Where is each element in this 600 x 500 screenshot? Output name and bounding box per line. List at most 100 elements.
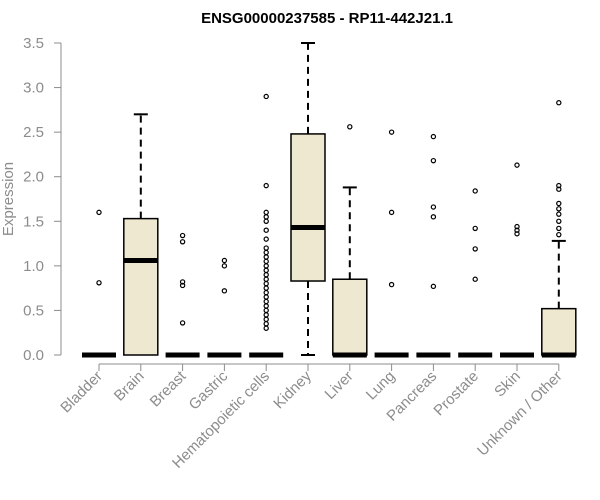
outlier-point [556, 186, 562, 192]
y-tick-label: 3.5 [23, 35, 44, 52]
outlier-point [221, 257, 228, 264]
x-tick-label: Prostate [430, 368, 482, 420]
y-tick-label: 1.0 [23, 258, 44, 275]
box [290, 133, 326, 282]
outlier-point [263, 267, 269, 274]
outlier-point [556, 100, 562, 106]
box-group [332, 124, 368, 358]
outlier-point [263, 209, 269, 216]
box-group [165, 232, 200, 358]
y-axis-label: Expression [0, 162, 17, 236]
outlier-point [263, 285, 269, 291]
outlier-point [263, 312, 269, 318]
chart-title: ENSG00000237585 - RP11-442J21.1 [201, 10, 453, 27]
outlier-point [263, 316, 269, 323]
outlier-point [472, 246, 478, 252]
box-group [374, 129, 409, 358]
outlier-point [263, 263, 269, 269]
outlier-point [556, 200, 562, 207]
outlier-point [430, 133, 437, 140]
box-group [500, 162, 534, 358]
outlier-point [263, 280, 269, 287]
outlier-point [263, 254, 269, 260]
outlier-point [388, 129, 395, 135]
outlier-point [263, 298, 269, 305]
outlier-point [263, 236, 269, 242]
outlier-point [514, 231, 520, 237]
outlier-point [263, 294, 269, 300]
box-group [123, 113, 159, 356]
box-group [416, 133, 451, 358]
x-tick-label: Brain [111, 368, 148, 405]
outlier-point [263, 218, 269, 224]
outlier-point [263, 325, 269, 331]
box-group [541, 100, 577, 358]
outlier-point [430, 157, 437, 164]
y-tick-label: 1.5 [23, 213, 44, 230]
outlier-point [556, 182, 562, 189]
outlier-point [388, 281, 395, 288]
outlier-point [263, 214, 269, 220]
outlier-point [263, 245, 269, 251]
outlier-point [179, 279, 186, 285]
y-tick-label: 0.0 [23, 347, 44, 364]
outlier-point [179, 320, 186, 326]
y-tick-label: 2.5 [23, 124, 44, 141]
outlier-point [430, 283, 437, 290]
x-tick-label: Breast [147, 367, 190, 410]
outlier-point [472, 225, 478, 232]
outlier-point [430, 204, 437, 210]
outlier-point [514, 223, 520, 230]
outlier-point [179, 239, 186, 245]
box-group [290, 42, 326, 356]
outlier-point [263, 93, 269, 100]
outlier-point [263, 272, 269, 278]
outlier-point [263, 321, 269, 327]
box [123, 217, 159, 356]
outlier-point [263, 307, 269, 314]
outlier-point [556, 231, 562, 238]
outlier-point [221, 288, 228, 294]
box [332, 278, 368, 356]
outlier-point [347, 124, 353, 130]
x-tick-label: Bladder [57, 368, 106, 417]
outlier-point [472, 276, 478, 282]
box-group [458, 188, 493, 358]
outlier-point [263, 249, 269, 256]
outlier-point [263, 276, 269, 282]
outlier-point [263, 303, 269, 309]
x-tick-label: Lung [363, 368, 399, 404]
outlier-point [556, 206, 562, 212]
y-tick-label: 0.5 [23, 302, 44, 319]
outlier-point [179, 282, 186, 289]
box-group [82, 209, 116, 358]
outlier-point [472, 188, 478, 194]
outlier-point [556, 218, 562, 224]
y-tick-label: 3.0 [23, 80, 44, 97]
outlier-point [263, 258, 269, 265]
outlier-point [388, 209, 395, 216]
outlier-point [263, 182, 269, 189]
outlier-point [263, 289, 269, 296]
outlier-point [263, 227, 269, 233]
x-tick-label: Skin [491, 368, 524, 401]
outlier-point [96, 209, 102, 216]
box [541, 307, 577, 356]
outlier-point [96, 280, 102, 286]
y-axis: 0.0 0.5 1.0 1.5 2.0 2.5 3.0 3.5 [23, 35, 62, 364]
outlier-point [221, 263, 228, 269]
x-tick-label: Kidney [270, 367, 315, 412]
outlier-point [179, 232, 186, 239]
outlier-point [556, 211, 562, 217]
x-tick-label: Liver [322, 368, 357, 403]
outlier-point [514, 227, 520, 233]
outlier-point [514, 162, 520, 168]
box-group [249, 93, 284, 358]
outlier-point [430, 214, 437, 220]
box-group [207, 257, 242, 358]
boxes-layer [82, 42, 577, 358]
outlier-point [556, 225, 562, 232]
y-tick-label: 2.0 [23, 169, 44, 186]
